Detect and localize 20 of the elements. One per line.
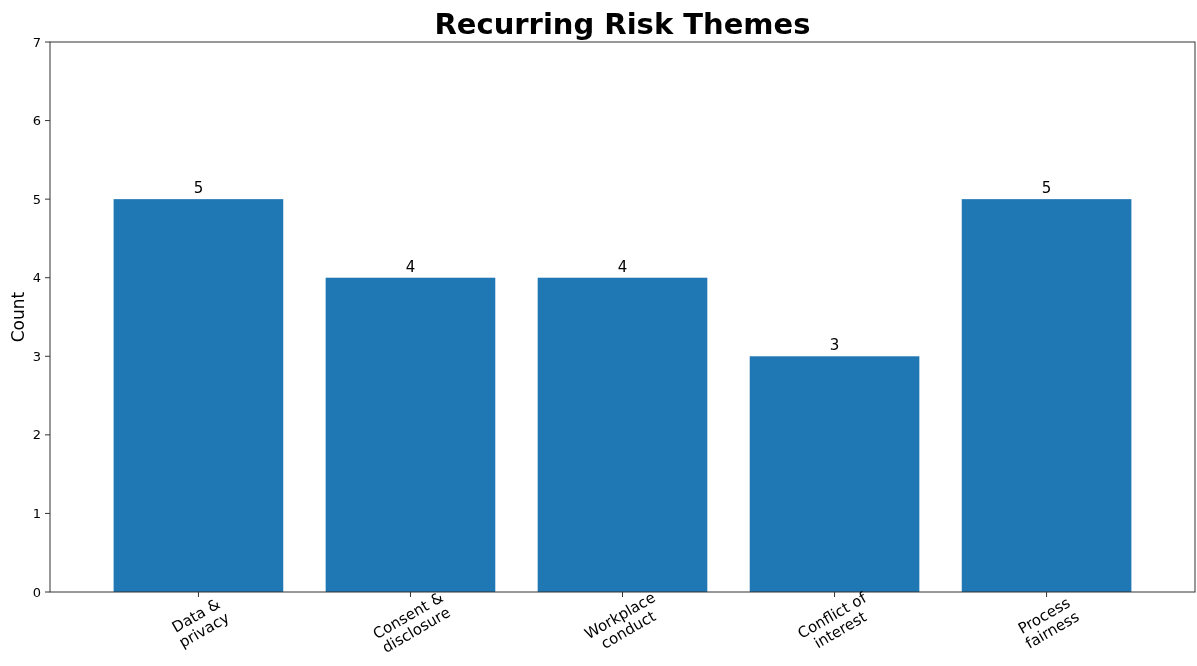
- bar: [961, 199, 1132, 592]
- y-axis-title: Count: [8, 291, 28, 343]
- bar: [113, 199, 284, 592]
- bar: [325, 277, 496, 592]
- y-tick-label: 6: [32, 113, 41, 129]
- y-tick-label: 7: [32, 34, 41, 50]
- chart-title: Recurring Risk Themes: [434, 7, 811, 41]
- data-label: 5: [1041, 179, 1052, 198]
- data-label: 3: [829, 336, 840, 355]
- bar: [749, 356, 920, 592]
- y-tick-label: 1: [32, 505, 41, 521]
- y-tick-label: 2: [32, 427, 41, 443]
- y-tick-label: 4: [32, 270, 41, 286]
- data-label: 4: [405, 257, 416, 276]
- y-tick-label: 3: [32, 348, 41, 364]
- data-label: 4: [617, 257, 628, 276]
- y-tick-label: 0: [32, 584, 41, 600]
- data-label: 5: [193, 179, 204, 198]
- y-tick-label: 5: [32, 191, 41, 207]
- bar: [537, 277, 708, 592]
